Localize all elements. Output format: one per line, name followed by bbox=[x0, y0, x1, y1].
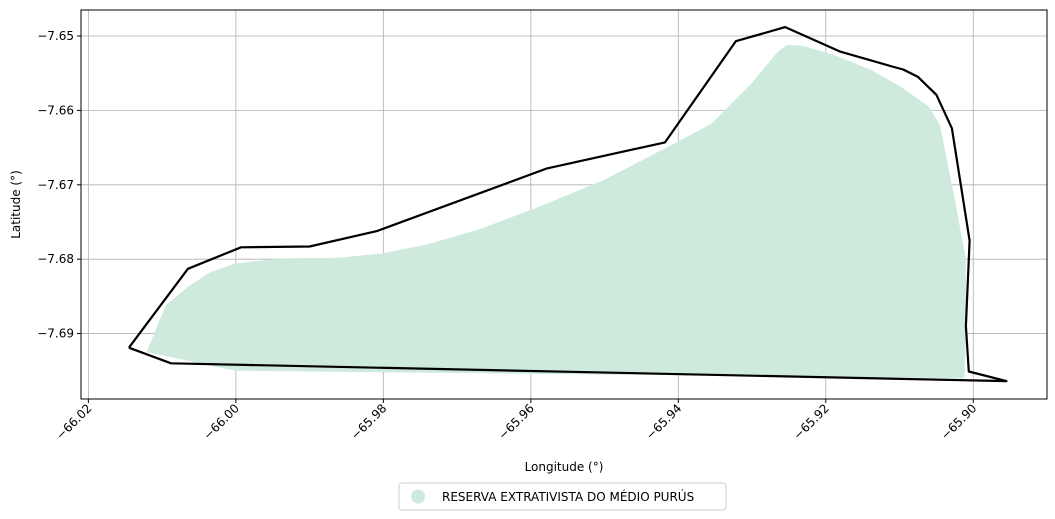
y-tick-label: −7.66 bbox=[37, 103, 74, 117]
legend-box bbox=[398, 482, 727, 511]
legend-marker bbox=[411, 489, 425, 504]
data-layer bbox=[128, 26, 1008, 383]
reserve-area-polygon bbox=[146, 45, 966, 379]
legend: RESERVA EXTRATIVISTA DO MÉDIO PURÚS bbox=[398, 482, 727, 511]
y-tick-label: −7.68 bbox=[37, 252, 74, 266]
x-tick-label: −66.00 bbox=[201, 401, 242, 442]
x-tick-label: −66.02 bbox=[53, 401, 94, 442]
x-axis-label: Longitude (°) bbox=[525, 460, 604, 474]
plot-area bbox=[80, 9, 1048, 400]
x-tick-label: −65.90 bbox=[938, 401, 979, 442]
x-tick-label: −65.94 bbox=[643, 401, 684, 442]
x-tick-label: −65.98 bbox=[348, 401, 389, 442]
boundary-outline bbox=[128, 26, 1008, 383]
legend-entry-label: RESERVA EXTRATIVISTA DO MÉDIO PURÚS bbox=[442, 489, 694, 504]
x-tick-label: −65.92 bbox=[791, 401, 832, 442]
y-tick-label: −7.65 bbox=[37, 29, 74, 43]
y-axis-label: Latitude (°) bbox=[9, 170, 23, 239]
y-tick-label: −7.67 bbox=[37, 178, 74, 192]
y-tick-label: −7.69 bbox=[37, 327, 74, 341]
x-tick-label: −65.96 bbox=[496, 401, 537, 442]
plot-frame bbox=[80, 9, 1048, 400]
